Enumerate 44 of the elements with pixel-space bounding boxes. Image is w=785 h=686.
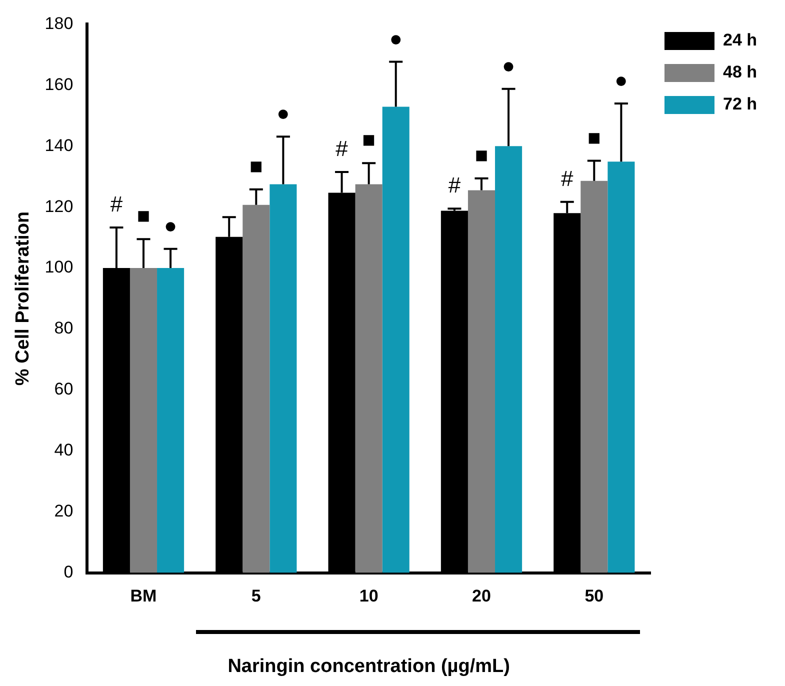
y-tick-label: 0	[64, 562, 74, 582]
legend-label: 24 h	[722, 30, 758, 50]
x-tick-label: 50	[584, 586, 604, 606]
data-label: ●	[276, 100, 290, 126]
bar	[242, 204, 270, 573]
x-axis-title: Naringin concentration (µg/mL)	[228, 656, 510, 677]
data-label: ■	[362, 127, 376, 152]
bar	[130, 268, 158, 573]
bar	[495, 146, 522, 573]
bar	[382, 106, 410, 573]
data-label: #	[110, 192, 124, 217]
bar	[608, 162, 635, 573]
data-label: #	[560, 166, 574, 191]
y-tick-label: 160	[44, 74, 74, 94]
y-tick-label: 180	[44, 14, 74, 33]
legend-label: 48 h	[722, 62, 758, 82]
y-tick-label: 20	[54, 502, 74, 521]
data-label: ●	[614, 68, 628, 93]
x-tick-label: BM	[130, 586, 157, 606]
bar	[270, 184, 297, 573]
y-axis-title: % Cell Proliferation	[12, 211, 34, 386]
bar	[580, 180, 608, 573]
data-label: ■	[250, 153, 263, 178]
data-label: ■	[136, 203, 150, 228]
y-tick-label: 60	[54, 380, 74, 399]
data-label: #	[336, 136, 349, 162]
data-label: ■	[474, 142, 488, 168]
data-label: ●	[389, 26, 403, 51]
y-tick-label: 40	[54, 440, 74, 460]
y-tick-label: 140	[44, 136, 74, 155]
data-label: ●	[164, 212, 178, 238]
data-label: ●	[502, 52, 516, 78]
bar	[468, 190, 496, 573]
data-label: ■	[588, 124, 601, 150]
data-label: #	[448, 172, 462, 198]
y-tick-label: 100	[44, 258, 74, 277]
x-tick-label: 5	[251, 586, 261, 606]
y-tick-label: 80	[54, 318, 74, 338]
bar	[355, 184, 382, 573]
legend-label: 72 h	[722, 94, 758, 114]
x-tick-label: 20	[472, 586, 491, 606]
bar	[157, 268, 184, 573]
x-tick-label: 10	[359, 586, 378, 606]
y-tick-label: 120	[44, 196, 74, 216]
